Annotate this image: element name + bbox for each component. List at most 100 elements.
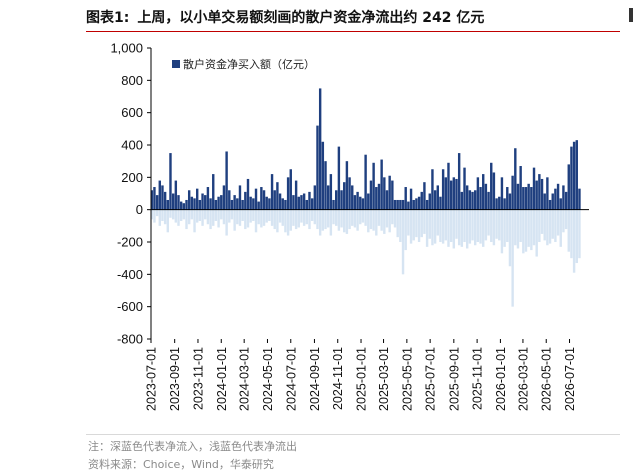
outflow-bar: [511, 209, 514, 307]
outflow-bar: [564, 209, 568, 230]
outflow-bar: [439, 209, 442, 242]
inflow-bar: [289, 169, 292, 210]
inflow-bar: [217, 196, 220, 210]
outflow-bar: [401, 209, 405, 275]
outflow-bar: [551, 209, 554, 239]
outflow-bar: [420, 209, 423, 238]
inflow-bar: [570, 146, 573, 210]
outflow-bar: [332, 209, 335, 225]
outflow-bar: [500, 209, 504, 254]
inflow-bar: [439, 196, 442, 210]
inflow-bar: [332, 199, 335, 210]
inflow-bar: [407, 201, 410, 210]
outflow-bar: [158, 209, 161, 226]
outflow-bar: [567, 209, 570, 252]
outflow-bar: [463, 209, 466, 242]
inflow-bar: [564, 191, 568, 210]
outflow-bar: [254, 209, 258, 233]
outflow-bar: [329, 209, 333, 236]
inflow-bar: [262, 190, 266, 210]
outflow-bar: [204, 209, 207, 220]
y-tick-label: 400: [121, 138, 143, 153]
inflow-bar: [318, 88, 322, 210]
inflow-bar: [190, 196, 194, 210]
y-tick-label: 1,000: [110, 41, 143, 56]
inflow-bar: [361, 198, 365, 210]
inflow-bar: [559, 198, 562, 210]
inflow-bar: [524, 187, 528, 210]
outflow-bar: [265, 209, 268, 223]
outflow-bar: [364, 209, 367, 226]
chart-title: 图表1: 上周，以小单交易额刻画的散户资金净流出约 242 亿元: [86, 7, 484, 27]
inflow-bar: [431, 169, 434, 210]
outflow-bar: [570, 209, 573, 259]
inflow-bar: [449, 180, 453, 210]
inflow-bar: [572, 141, 576, 210]
inflow-bar: [460, 191, 464, 210]
inflow-bar: [163, 191, 167, 210]
outflow-bar: [300, 209, 303, 223]
inflow-bar: [578, 188, 581, 210]
inflow-bar: [238, 185, 242, 210]
inflow-bar: [249, 196, 252, 210]
outflow-bar: [498, 209, 501, 241]
x-tick-label: 2024-11-01: [331, 347, 345, 410]
inflow-bar: [297, 196, 300, 210]
chart-note: 注：深蓝色代表净流入，浅蓝色代表净流出: [88, 440, 297, 453]
outflow-bar: [289, 209, 292, 231]
legend-label: 散户资金净买入额（亿元）: [183, 57, 315, 71]
bottom-rule: [86, 434, 620, 435]
outflow-bar: [471, 209, 474, 241]
inflow-bar: [396, 199, 399, 210]
net-flow-chart: 1,0008006004002000-200-400-600-8002023-0…: [110, 41, 589, 411]
outflow-bar: [449, 209, 453, 242]
outflow-bar: [150, 209, 153, 220]
inflow-bar: [522, 187, 525, 210]
outflow-bar: [388, 209, 391, 233]
inflow-bar: [447, 162, 450, 210]
inflow-bar: [455, 178, 458, 210]
outflow-bar: [367, 209, 370, 233]
outflow-bar: [455, 209, 458, 239]
x-tick-label: 2023-11-01: [191, 347, 205, 410]
inflow-bar: [348, 177, 351, 210]
y-tick-label: 0: [136, 202, 143, 217]
outflow-bar: [225, 209, 228, 236]
inflow-bar: [380, 159, 383, 210]
inflow-bar: [343, 182, 346, 210]
inflow-bar: [548, 199, 552, 210]
outflow-bar: [241, 209, 244, 221]
inflow-bar: [305, 199, 309, 210]
inflow-bar: [294, 180, 298, 210]
outflow-bar: [490, 209, 493, 242]
inflow-bar: [498, 196, 501, 210]
inflow-bar: [476, 177, 480, 210]
title-rule: [86, 31, 620, 32]
outflow-bar: [543, 209, 546, 241]
inflow-bar: [329, 174, 333, 210]
inflow-bar: [356, 191, 359, 210]
inflow-bar: [546, 177, 549, 210]
legend-swatch: [172, 60, 180, 68]
outflow-bar: [187, 209, 191, 225]
outflow-bar: [447, 209, 450, 247]
outflow-bar: [302, 209, 306, 226]
inflow-bar: [409, 188, 413, 210]
outflow-bar: [465, 209, 469, 249]
outflow-bar: [244, 209, 247, 230]
outflow-bar: [391, 209, 394, 225]
outflow-bar: [337, 209, 341, 231]
inflow-bar: [383, 177, 386, 210]
y-tick-label: -800: [117, 332, 143, 347]
inflow-bar: [399, 199, 402, 210]
outflow-bar: [380, 209, 383, 231]
inflow-bar: [530, 187, 533, 210]
inflow-bar: [492, 172, 496, 210]
inflow-bar: [220, 195, 223, 210]
outflow-bar: [372, 209, 375, 231]
outflow-bar: [260, 209, 263, 228]
inflow-bar: [225, 151, 228, 210]
inflow-bar: [252, 198, 255, 210]
outflow-bar: [415, 209, 418, 238]
outflow-bar: [548, 209, 552, 244]
